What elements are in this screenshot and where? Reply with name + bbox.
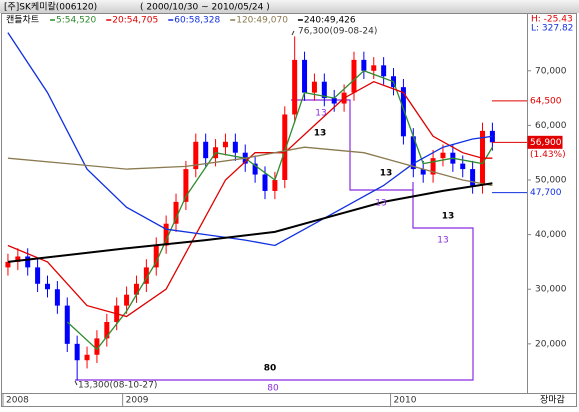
annotation-arrow xyxy=(74,380,78,386)
candle-body xyxy=(163,223,169,246)
candle-body xyxy=(193,141,199,170)
legend-label: 240:49,426 xyxy=(304,16,356,26)
candle-body xyxy=(460,163,466,170)
candle-body xyxy=(64,305,70,344)
annotation: 13 xyxy=(442,212,455,222)
annotation: 80 xyxy=(267,384,279,394)
candle-body xyxy=(321,81,327,99)
candle-body xyxy=(44,283,50,290)
x-tick-label: 2009 xyxy=(126,396,149,406)
annotation: 13 xyxy=(437,236,448,246)
legend-label: 5:54,520 xyxy=(56,16,97,26)
ma-line xyxy=(7,146,493,187)
candle-body xyxy=(232,141,238,153)
candle-body xyxy=(420,169,426,175)
y-tick-label: 70,000 xyxy=(535,66,567,76)
candle-body xyxy=(183,169,189,202)
price-tag: 56,900 xyxy=(530,138,562,148)
candle-body xyxy=(35,267,41,284)
annotation: 13 xyxy=(375,199,386,209)
x-tick-label: 2008 xyxy=(6,396,29,406)
candle-body xyxy=(104,322,110,339)
candle-body xyxy=(25,256,31,268)
ma-line xyxy=(7,32,493,247)
annotation: 13 xyxy=(314,129,327,139)
candle-body xyxy=(54,289,60,306)
y-tick-label: 50,000 xyxy=(535,176,567,186)
legend-label: 60:58,328 xyxy=(174,16,220,26)
ma-line xyxy=(66,70,493,351)
candle-body xyxy=(381,65,387,77)
candle-body xyxy=(351,59,357,93)
title: [주]SK케미칼(006120) xyxy=(4,2,97,13)
ma-line xyxy=(7,182,493,263)
price-tag-box xyxy=(528,186,562,199)
annotation-arrow xyxy=(291,30,295,36)
candle-body xyxy=(203,141,209,159)
candle-body xyxy=(311,81,317,93)
subtitle: ( 2000/10/30 ~ 2010/05/24 ) xyxy=(140,3,270,13)
candle-body xyxy=(173,201,179,224)
footer: 장마감 xyxy=(540,394,565,406)
candle-body xyxy=(470,169,476,186)
header-bar xyxy=(0,0,579,13)
bracket-line xyxy=(75,99,474,381)
ma-line xyxy=(7,80,493,318)
price-change: (1.43%) xyxy=(530,150,566,160)
legend-label: 120:49,070 xyxy=(236,16,288,26)
candle-body xyxy=(440,152,446,159)
candle-body xyxy=(361,59,367,71)
candle-body xyxy=(143,267,149,284)
legend-label: 20:54,705 xyxy=(112,16,158,26)
annotation: 13 xyxy=(380,169,393,179)
y-tick-label: 30,000 xyxy=(535,285,567,295)
y-tick-label: 20,000 xyxy=(535,339,567,349)
annotation-lines xyxy=(75,99,474,381)
stat-high: H: -25.43 xyxy=(531,15,573,25)
candle-body xyxy=(272,180,278,191)
candle-body xyxy=(410,136,416,170)
annotation: 13 xyxy=(315,109,326,119)
candle-body xyxy=(84,354,90,361)
chart-label: 캔들차트 xyxy=(6,14,39,26)
candle-body xyxy=(94,338,100,355)
y-tick-label: 60,000 xyxy=(535,121,567,131)
candle-body xyxy=(282,114,288,181)
candle-body xyxy=(124,294,130,306)
stat-low: L: 327.82 xyxy=(531,24,573,34)
candle-body xyxy=(400,87,406,137)
candle-body xyxy=(292,59,298,115)
price-tag: 47,700 xyxy=(530,188,562,198)
price-tag: 64,500 xyxy=(530,96,562,106)
y-tick-label: 40,000 xyxy=(535,230,567,240)
candle-body xyxy=(302,59,308,93)
annotation: 80 xyxy=(264,364,277,374)
candle-body xyxy=(15,256,21,262)
price-tag-box xyxy=(527,135,563,149)
candle-body xyxy=(262,174,268,191)
x-tick-label: 2010 xyxy=(394,396,417,406)
candle-body xyxy=(331,98,337,104)
candle-body xyxy=(252,163,258,175)
candle-body xyxy=(133,283,139,295)
annotation: 13,300(08-10-27) xyxy=(78,381,157,391)
price-tag-box xyxy=(528,94,562,107)
candle-body xyxy=(5,261,11,268)
candle-body xyxy=(222,141,228,148)
frame xyxy=(1,13,577,407)
annotation: 76,300(09-08-24) xyxy=(298,27,377,37)
candle-body xyxy=(74,343,80,361)
candle-body xyxy=(153,245,159,268)
candle-body xyxy=(371,65,377,71)
candle-body xyxy=(430,158,436,175)
